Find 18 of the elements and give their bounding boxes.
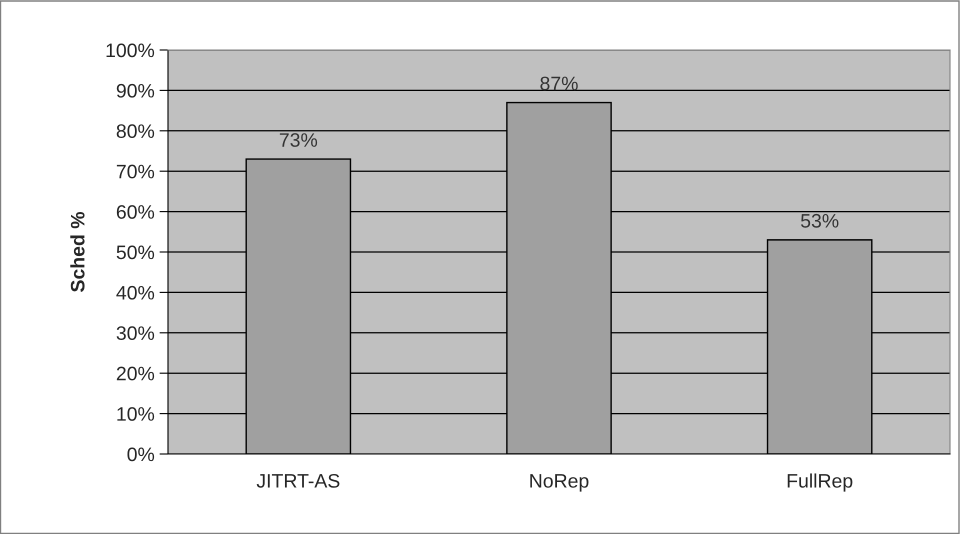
y-tick-label: 90% (116, 84, 154, 98)
x-tick-label: FullRep (788, 473, 852, 492)
y-tick-label: 10% (117, 407, 154, 421)
y-tick-label: 50% (116, 245, 154, 260)
y-tick-label: 100% (106, 43, 154, 58)
y-tick-label: 40% (116, 286, 154, 300)
data-label: 87% (540, 76, 578, 90)
data-label: 53% (800, 214, 838, 228)
data-label: 73% (280, 133, 318, 147)
y-tick-label: 20% (116, 366, 154, 380)
y-tick-label: 80% (116, 124, 154, 138)
y-tick-label: 60% (116, 205, 154, 219)
y-tick-label: 0% (127, 447, 154, 462)
y-tick-label: 30% (116, 326, 154, 340)
y-axis-title: Sched % (70, 212, 85, 292)
y-tick-label: 70% (116, 164, 154, 178)
x-tick-label: JITRT-AS (256, 474, 340, 488)
x-tick-label: NoRep (530, 474, 588, 492)
